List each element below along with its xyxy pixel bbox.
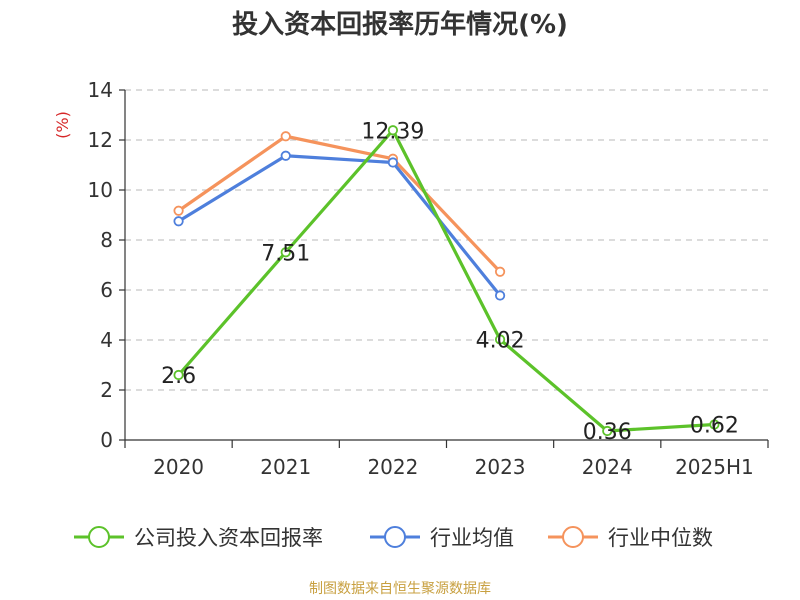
series-line bbox=[177, 154, 502, 297]
y-tick-label: 8 bbox=[100, 228, 113, 252]
data-point bbox=[173, 205, 184, 216]
series-points bbox=[173, 125, 720, 437]
data-point bbox=[387, 125, 399, 136]
series-line bbox=[177, 134, 502, 273]
data-label: 0.36 bbox=[583, 420, 632, 445]
data-point bbox=[387, 157, 399, 168]
legend-marker bbox=[88, 526, 110, 548]
data-point bbox=[494, 290, 506, 301]
x-tick-label: 2024 bbox=[582, 455, 633, 479]
data-labels: 2.6 7.51 12.39 4.02 0.36 0.62 bbox=[161, 119, 739, 445]
data-point bbox=[280, 131, 291, 142]
data-point bbox=[280, 150, 291, 161]
x-tick-label: 2020 bbox=[153, 455, 204, 479]
data-label: 2.6 bbox=[161, 364, 196, 389]
data-point bbox=[602, 425, 613, 437]
y-tick-label: 14 bbox=[88, 78, 113, 102]
y-tick-label: 6 bbox=[100, 278, 113, 302]
legend-label: 行业均值 bbox=[430, 526, 514, 550]
x-tick-label: 2022 bbox=[367, 455, 418, 479]
data-point bbox=[280, 247, 291, 258]
y-axis-label: (%) bbox=[53, 111, 72, 139]
data-point bbox=[173, 369, 184, 381]
series-lines bbox=[177, 128, 715, 433]
grid-lines bbox=[125, 89, 768, 391]
source-note: 制图数据来自恒生聚源数据库 bbox=[309, 581, 491, 597]
axes: 0 2 4 6 8 10 12 14 2020 2021 2022 2023 2024 2025H1 (%) bbox=[53, 78, 769, 479]
legend: 公司投入资本回报率 行业均值 行业中位数 bbox=[74, 526, 713, 550]
legend-label: 行业中位数 bbox=[608, 526, 713, 550]
y-tick-label: 12 bbox=[88, 128, 113, 152]
data-label: 7.51 bbox=[261, 241, 310, 266]
data-point bbox=[494, 266, 506, 277]
data-label: 0.62 bbox=[690, 414, 739, 439]
data-point bbox=[709, 419, 720, 430]
series-line bbox=[177, 128, 715, 433]
x-tick-label: 2025H1 bbox=[675, 455, 754, 479]
legend-marker bbox=[562, 526, 584, 548]
legend-label: 公司投入资本回报率 bbox=[134, 526, 323, 550]
y-tick-label: 0 bbox=[100, 428, 113, 452]
y-tick-label: 10 bbox=[88, 178, 113, 202]
chart-title: 投入资本回报率历年情况(%) bbox=[232, 10, 568, 40]
legend-marker bbox=[384, 526, 406, 548]
data-label: 12.39 bbox=[361, 119, 424, 144]
y-tick-label: 2 bbox=[100, 378, 113, 402]
data-label: 4.02 bbox=[476, 329, 525, 354]
data-point bbox=[494, 334, 506, 345]
y-tick-label: 4 bbox=[100, 328, 113, 352]
x-tick-label: 2023 bbox=[475, 455, 526, 479]
data-point bbox=[173, 216, 184, 227]
x-tick-label: 2021 bbox=[260, 455, 311, 479]
